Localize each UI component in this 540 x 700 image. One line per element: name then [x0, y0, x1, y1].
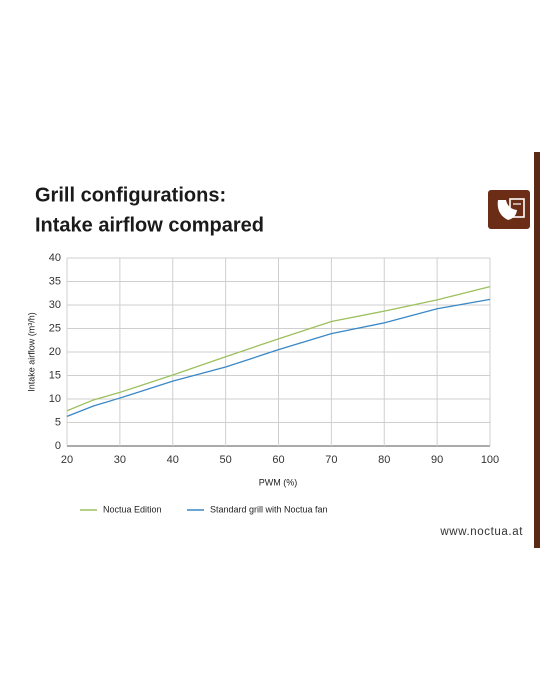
x-tick-label: 100: [481, 454, 499, 466]
website: www.noctua.at: [439, 526, 523, 538]
y-tick-label: 35: [49, 275, 61, 287]
y-tick-label: 30: [49, 299, 61, 311]
x-tick-label: 30: [114, 454, 126, 466]
side-bar: [534, 152, 540, 548]
chart-title: Grill configurations:: [35, 184, 226, 206]
x-tick-label: 20: [61, 454, 73, 466]
x-tick-label: 50: [220, 454, 232, 466]
data-line: [66, 286, 491, 412]
chart-title: Intake airflow compared: [35, 214, 264, 236]
x-tick-label: 70: [325, 454, 337, 466]
logo: [488, 190, 530, 229]
x-tick-label: 60: [272, 454, 284, 466]
data-line: [66, 298, 491, 417]
y-tick-label: 25: [49, 322, 61, 334]
y-tick-label: 20: [49, 346, 61, 358]
y-tick-label: 0: [55, 440, 61, 452]
x-tick-label: 80: [378, 454, 390, 466]
x-tick-label: 40: [167, 454, 179, 466]
y-tick-label: 5: [55, 416, 61, 428]
y-tick-label: 10: [49, 393, 61, 405]
y-tick-label: 15: [49, 369, 61, 381]
y-axis-label: Intake airflow (m³/h): [26, 312, 36, 392]
x-tick-label: 90: [431, 454, 443, 466]
legend-label: Standard grill with Noctua fan: [210, 504, 328, 514]
legend-label: Noctua Edition: [103, 504, 162, 514]
x-axis-label: PWM (%): [259, 477, 298, 487]
y-tick-label: 40: [49, 252, 61, 264]
